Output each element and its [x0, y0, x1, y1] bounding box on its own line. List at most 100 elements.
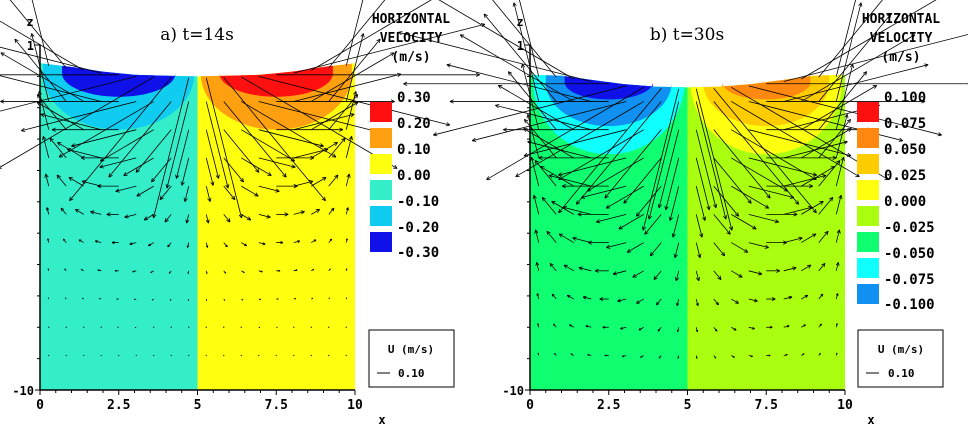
- panel-a-vector-181: [66, 355, 67, 356]
- panel-b-legend-swatch-0p050: [857, 154, 879, 174]
- panel-a: a) t=14s z x 1 -10 0 2.5 5 7.5 10 HORIZO…: [0, 0, 485, 425]
- panel-b-legend-title-line-3: (m/s): [881, 50, 920, 65]
- panel-a-legend-swatch-0p30: [370, 102, 392, 122]
- panel-a-legend-label-0p10: -0.10: [397, 194, 439, 210]
- panel-b-xlabel: x: [867, 413, 874, 425]
- panel-a-vector-177: [311, 327, 312, 328]
- panel-b-xtick-2: 5: [684, 398, 692, 413]
- panel-b-legend-swatch-0p025: [857, 180, 879, 200]
- panel-a-ylabel: z: [26, 15, 33, 29]
- panel-b-legend-label-0p000: 0.000: [884, 194, 926, 210]
- panel-a-vector-194: [293, 355, 294, 356]
- panel-a-vector-188: [188, 355, 189, 356]
- panel-a-vector-152: [188, 299, 189, 301]
- panel-b-xtick-0: 0: [526, 398, 534, 413]
- panel-b-xtick-1: 2.5: [597, 398, 620, 413]
- panel-a-vector-172: [223, 327, 224, 328]
- panel-a-reference-title: U (m/s): [388, 343, 434, 356]
- panel-a-legend-swatch-0p20: [370, 232, 392, 252]
- panel-a-legend-label-0p30: -0.30: [397, 245, 439, 261]
- panel-a-vector-178: [328, 327, 329, 328]
- panel-a-vector-162: [48, 327, 49, 328]
- panel-b-legend-label-0p025: -0.025: [884, 220, 935, 236]
- panel-a-vector-193: [276, 355, 277, 356]
- panel-a-vector-179: [346, 327, 347, 328]
- panel-b-legend-label-0p075: 0.075: [884, 116, 926, 132]
- panel-a-xtick-4: 10: [347, 398, 363, 413]
- panel-b-legend-swatch-0p075: [857, 128, 879, 148]
- panel-a-legend-label-0p00: 0.00: [397, 168, 431, 184]
- panel-a-legend: HORIZONTAL VELOCITY (m/s) 0.30 0.20 0.10 0.…: [370, 12, 450, 261]
- panel-b-reference-title: U (m/s): [878, 343, 924, 356]
- panel-a-legend-title-line-3: (m/s): [391, 50, 430, 65]
- panel-a-vector-182: [83, 355, 84, 356]
- panel-a-vector-184: [118, 355, 119, 356]
- panel-a-legend-title-line-1: HORIZONTAL: [372, 12, 450, 27]
- panel-b-legend-swatch-0p075: [857, 284, 879, 304]
- panel-a-legend-swatch-0p20: [370, 128, 392, 148]
- panel-a-xtick-1: 2.5: [107, 398, 130, 413]
- panel-a-vector-148: [117, 299, 119, 300]
- panel-a-vector-153: [206, 299, 207, 301]
- panel-b-title: b) t=30s: [650, 25, 724, 45]
- panel-a-vector-190: [223, 355, 224, 356]
- panel-a-vector-195: [311, 355, 312, 356]
- panel-a-legend-label-0p30: 0.30: [397, 90, 431, 106]
- panel-a-vector-185: [136, 355, 137, 356]
- panel-a-legend-items: 0.300.200.100.00-0.10-0.20-0.30: [370, 90, 439, 261]
- panel-b-legend-label-0p025: 0.025: [884, 168, 926, 184]
- panel-a-xlabel: x: [378, 413, 385, 425]
- panel-b-ytick-bottom: -10: [502, 384, 524, 398]
- panel-a-vector-189: [206, 355, 207, 356]
- panel-a-legend-swatch-0p10: [370, 154, 392, 174]
- panel-a-vector-192: [258, 355, 259, 356]
- panel-a-legend-swatch-0p10: [370, 206, 392, 226]
- panel-a-vector-186: [153, 355, 154, 356]
- panel-b-legend-title-line-2: VELOCITY: [870, 31, 933, 46]
- panel-a-xtick-2: 5: [194, 398, 202, 413]
- panel-a-legend-label-0p20: 0.20: [397, 116, 431, 132]
- panel-b-ylabel: z: [516, 15, 523, 29]
- panel-a-xtick-0: 0: [36, 398, 44, 413]
- panel-a-xtick-3: 7.5: [265, 398, 288, 413]
- panel-b-ytick-top: 1: [517, 39, 524, 53]
- panel-b-legend-swatch-0p100: [857, 102, 879, 122]
- panel-a-plot-area: [40, 63, 355, 390]
- panel-a-legend-swatch-0p00: [370, 180, 392, 200]
- panel-a-vector-170: [188, 327, 189, 328]
- panel-b-legend-label-0p050: 0.050: [884, 142, 926, 158]
- panel-b-legend-swatch-0p025: [857, 232, 879, 252]
- panel-a-ytick-top: 1: [27, 39, 34, 53]
- panel-a-reference-vector-box: U (m/s) 0.10: [369, 330, 454, 387]
- panel-b-xtick-4: 10: [837, 398, 853, 413]
- panel-a-vector-183: [101, 355, 102, 356]
- panel-a-title: a) t=14s: [160, 25, 234, 45]
- panel-b-xtick-3: 7.5: [755, 398, 778, 413]
- panel-a-vector-171: [206, 327, 207, 328]
- panel-b: b) t=30s z x 1 -10 0 2.5 5 7.5 10 HORIZO…: [398, 0, 968, 425]
- panel-b-reference-label: 0.10: [888, 367, 915, 380]
- panel-a-vector-191: [241, 355, 242, 356]
- panel-b-reference-vector-box: U (m/s) 0.10: [858, 330, 943, 387]
- panel-a-vector-176: [293, 327, 294, 328]
- panel-a-vector-164: [83, 327, 84, 328]
- panel-a-legend-title-line-2: VELOCITY: [380, 31, 443, 46]
- panel-b-legend-swatch-0p050: [857, 258, 879, 278]
- panel-a-vector-169: [171, 327, 172, 328]
- panel-b-legend: HORIZONTAL VELOCITY (m/s) 0.1000.0750.05…: [857, 12, 940, 313]
- panel-b-legend-label-0p100: -0.100: [884, 297, 935, 313]
- panel-b-legend-label-0p100: 0.100: [884, 90, 926, 106]
- panel-a-ytick-bottom: -10: [12, 384, 34, 398]
- panel-a-vector-196: [328, 355, 329, 356]
- panel-b-legend-swatch-0p000: [857, 206, 879, 226]
- panel-b-legend-label-0p050: -0.050: [884, 246, 935, 262]
- panel-a-vector-157: [276, 299, 278, 300]
- panel-a-legend-label-0p10: 0.10: [397, 142, 431, 158]
- panel-a-vector-180: [48, 355, 49, 356]
- panel-a-vector-163: [66, 327, 67, 328]
- panel-a-vector-168: [153, 327, 154, 328]
- panel-a-vector-173: [241, 327, 242, 328]
- panel-b-legend-items: 0.100 0.075 0.050 0.025 0.000 -0.025 -0.050 -0.…: [857, 90, 935, 313]
